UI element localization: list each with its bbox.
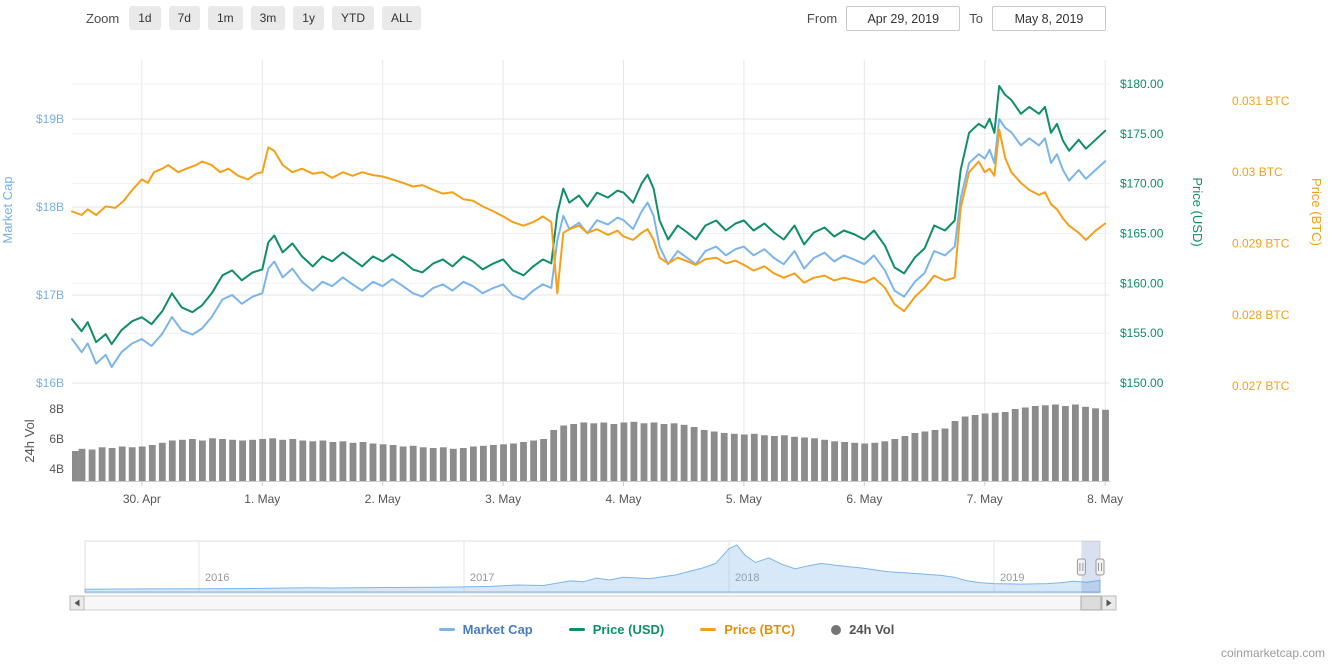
- svg-text:$17B: $17B: [36, 288, 64, 302]
- navigator-handle-left[interactable]: [1076, 558, 1086, 576]
- range-selector-toolbar: Zoom 1d 7d 1m 3m 1y YTD ALL From To: [0, 6, 1333, 34]
- scrollbar[interactable]: [69, 595, 1117, 611]
- legend-line-swatch-price-usd: [568, 628, 585, 631]
- to-date-input[interactable]: [992, 6, 1106, 31]
- svg-text:$155.00: $155.00: [1120, 326, 1164, 340]
- series-lines: [71, 84, 1107, 369]
- legend: Market Cap Price (USD) Price (BTC) 24h Vol: [0, 622, 1333, 637]
- axis-title-24h-vol: 24h Vol: [22, 419, 37, 462]
- legend-line-swatch-price-btc: [700, 628, 717, 631]
- date-range-group: From To: [807, 6, 1106, 31]
- from-date-input[interactable]: [846, 6, 961, 31]
- svg-text:0.03 BTC: 0.03 BTC: [1232, 165, 1283, 179]
- scrollbar-left-arrow-icon: [74, 599, 80, 607]
- scrollbar-track[interactable]: [83, 595, 1103, 611]
- legend-item-price-usd[interactable]: Price (USD): [568, 622, 665, 637]
- zoom-button-1m[interactable]: 1m: [207, 6, 243, 30]
- svg-text:2016: 2016: [205, 572, 229, 584]
- svg-text:4. May: 4. May: [606, 492, 642, 506]
- svg-text:7. May: 7. May: [967, 492, 1003, 506]
- svg-text:2017: 2017: [470, 572, 494, 584]
- legend-label-market-cap: Market Cap: [462, 622, 533, 637]
- navigator-area: [84, 544, 1101, 593]
- scrollbar-right-arrow-icon: [1106, 599, 1112, 607]
- zoom-button-group: Zoom 1d 7d 1m 3m 1y YTD ALL: [86, 6, 422, 30]
- svg-text:6B: 6B: [49, 432, 64, 446]
- legend-item-price-btc[interactable]: Price (BTC): [700, 622, 795, 637]
- svg-text:$19B: $19B: [36, 112, 64, 126]
- series-line-price-btc: [71, 128, 1107, 313]
- legend-dot-swatch-24h-vol: [831, 624, 842, 635]
- svg-text:$180.00: $180.00: [1120, 77, 1164, 91]
- svg-text:$175.00: $175.00: [1120, 127, 1164, 141]
- zoom-button-1d[interactable]: 1d: [129, 6, 161, 30]
- zoom-button-3m[interactable]: 3m: [250, 6, 286, 30]
- axis-title-market-cap: Market Cap: [0, 176, 15, 243]
- svg-text:2019: 2019: [1000, 572, 1024, 584]
- zoom-button-1y[interactable]: 1y: [293, 6, 324, 30]
- legend-item-market-cap[interactable]: Market Cap: [438, 622, 533, 637]
- svg-text:8B: 8B: [49, 402, 64, 416]
- legend-item-24h-vol[interactable]: 24h Vol: [831, 622, 894, 637]
- svg-text:8. May: 8. May: [1087, 492, 1123, 506]
- svg-text:$170.00: $170.00: [1120, 177, 1164, 191]
- svg-text:$18B: $18B: [36, 200, 64, 214]
- svg-text:5. May: 5. May: [726, 492, 762, 506]
- svg-text:$160.00: $160.00: [1120, 276, 1164, 290]
- legend-label-price-btc: Price (BTC): [724, 622, 796, 637]
- gridlines: [72, 60, 1110, 481]
- svg-text:1. May: 1. May: [244, 492, 280, 506]
- zoom-label: Zoom: [86, 10, 120, 26]
- navigator-selected-range[interactable]: [1081, 541, 1100, 593]
- svg-text:0.027 BTC: 0.027 BTC: [1232, 379, 1290, 393]
- axis-title-price-btc: Price (BTC): [1309, 178, 1324, 246]
- svg-text:$150.00: $150.00: [1120, 376, 1164, 390]
- svg-text:6. May: 6. May: [846, 492, 882, 506]
- svg-text:0.028 BTC: 0.028 BTC: [1232, 308, 1290, 322]
- legend-label-24h-vol: 24h Vol: [849, 622, 895, 637]
- navigator-outline: [84, 540, 1101, 594]
- svg-text:2. May: 2. May: [365, 492, 401, 506]
- series-line-market-cap: [71, 118, 1107, 369]
- svg-text:2018: 2018: [735, 572, 759, 584]
- svg-text:0.031 BTC: 0.031 BTC: [1232, 94, 1290, 108]
- svg-text:4B: 4B: [49, 462, 64, 476]
- zoom-button-ytd[interactable]: YTD: [331, 6, 374, 30]
- zoom-button-7d[interactable]: 7d: [168, 6, 200, 30]
- zoom-button-all[interactable]: ALL: [381, 6, 422, 30]
- svg-text:$16B: $16B: [36, 376, 64, 390]
- svg-text:30. Apr: 30. Apr: [123, 492, 161, 506]
- from-label: From: [806, 11, 838, 26]
- navigator-handle-right[interactable]: [1095, 558, 1105, 576]
- to-label: To: [969, 11, 983, 26]
- navigator[interactable]: 2016 2017 2018 2019: [84, 540, 1105, 594]
- legend-line-swatch-market-cap: [438, 628, 455, 631]
- svg-text:$165.00: $165.00: [1120, 226, 1164, 240]
- scrollbar-thumb[interactable]: [1080, 595, 1102, 611]
- plot-area[interactable]: [72, 60, 1110, 481]
- axis-title-price-usd: Price (USD): [1190, 177, 1205, 246]
- watermark: coinmarketcap.com: [1220, 646, 1325, 660]
- svg-text:0.029 BTC: 0.029 BTC: [1232, 236, 1290, 250]
- svg-text:3. May: 3. May: [485, 492, 521, 506]
- legend-label-price-usd: Price (USD): [592, 622, 665, 637]
- axis-labels: $19B $18B $17B $16B 8B 6B 4B $180.00 $175.00 $170…: [36, 77, 1290, 506]
- series-line-price-usd: [71, 84, 1107, 346]
- volume-bars: [72, 404, 1109, 482]
